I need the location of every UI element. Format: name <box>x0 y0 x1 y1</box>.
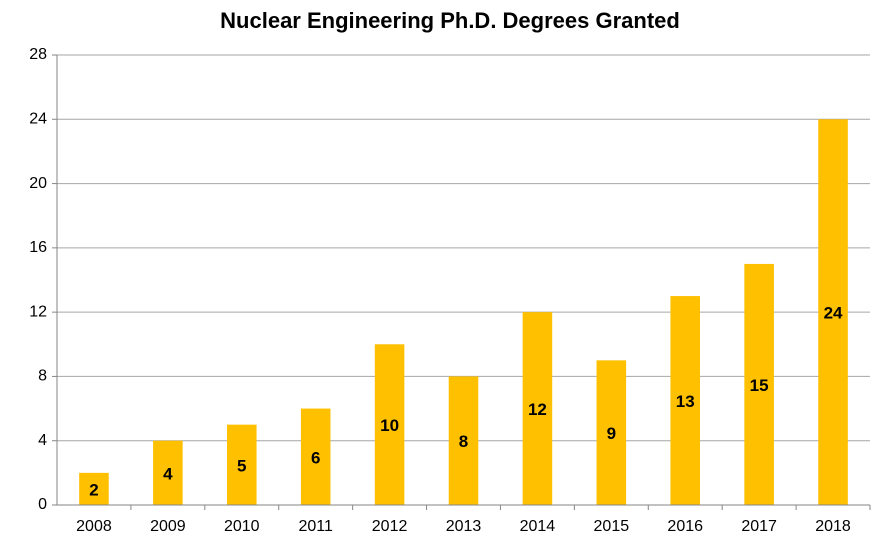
bar <box>226 424 257 505</box>
y-tick-label: 8 <box>38 368 47 385</box>
bar <box>818 119 848 506</box>
data-label: 5 <box>237 456 246 475</box>
data-label: 13 <box>676 392 695 411</box>
data-label: 9 <box>607 424 616 443</box>
y-tick-label: 4 <box>38 432 47 449</box>
x-tick-label: 2016 <box>667 518 703 535</box>
bar <box>670 296 701 505</box>
data-label: 12 <box>528 400 547 419</box>
x-tick-label: 2009 <box>150 518 186 535</box>
x-tick-label: 2012 <box>372 518 408 535</box>
x-tick-label: 2010 <box>224 518 260 535</box>
bar <box>596 360 627 505</box>
data-label: 10 <box>380 416 399 435</box>
bar <box>744 263 774 505</box>
x-tick-label: 2018 <box>815 518 851 535</box>
bar <box>300 408 331 505</box>
data-label: 8 <box>459 432 468 451</box>
x-tick-label: 2015 <box>594 518 630 535</box>
data-label: 15 <box>750 376 769 395</box>
bar <box>522 312 553 505</box>
y-tick-label: 28 <box>29 46 47 63</box>
bar <box>374 344 405 505</box>
data-label: 6 <box>311 448 320 467</box>
chart-title: Nuclear Engineering Ph.D. Degrees Grante… <box>220 8 680 33</box>
x-tick-label: 2008 <box>76 518 112 535</box>
bar <box>448 376 479 505</box>
x-tick-label: 2011 <box>298 518 333 535</box>
bar <box>153 440 183 505</box>
data-label: 2 <box>89 480 98 499</box>
data-label: 24 <box>824 304 843 323</box>
bar <box>79 472 109 505</box>
y-tick-label: 16 <box>29 239 47 256</box>
x-tick-label: 2017 <box>741 518 777 535</box>
x-tick-label: 2014 <box>520 518 556 535</box>
y-tick-label: 24 <box>29 111 47 128</box>
y-tick-label: 20 <box>29 175 47 192</box>
y-tick-label: 0 <box>38 496 47 513</box>
data-label: 4 <box>163 464 173 483</box>
y-tick-label: 12 <box>29 303 47 320</box>
x-tick-label: 2013 <box>446 518 482 535</box>
